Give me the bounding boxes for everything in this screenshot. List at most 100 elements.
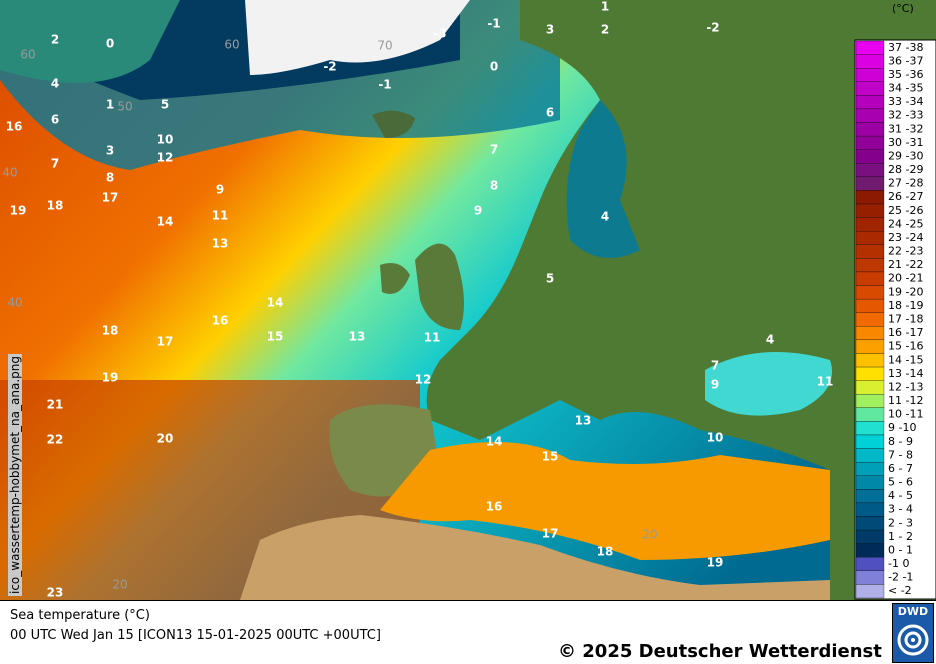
temperature-label: 16 [6, 120, 23, 134]
legend-label: 11 -12 [888, 394, 923, 407]
legend-label: 33 -34 [888, 95, 923, 108]
legend-label: 13 -14 [888, 367, 923, 380]
temperature-label: 23 [47, 586, 64, 600]
temperature-label: 18 [47, 199, 64, 213]
legend-swatch [855, 529, 885, 544]
legend-swatch [855, 434, 885, 449]
temperature-label: 12 [415, 373, 432, 387]
temperature-label: 4 [601, 210, 609, 224]
temperature-label: 0 [106, 37, 114, 51]
temperature-label: 11 [817, 375, 834, 389]
footer: Sea temperature (°C) 00 UTC Wed Jan 15 [… [0, 600, 936, 664]
legend-swatch [855, 231, 885, 245]
legend-swatch [855, 421, 885, 436]
legend-label: 3 - 4 [888, 503, 913, 516]
temperature-label: 19 [102, 371, 119, 385]
legend-swatch [855, 40, 885, 55]
legend-swatch [855, 584, 885, 599]
temperature-label: 6 [51, 113, 59, 127]
legend-label: 14 -15 [888, 353, 923, 366]
legend-label: 18 -19 [888, 299, 923, 312]
temperature-label: 17 [102, 191, 119, 205]
temperature-label: -3 [433, 27, 446, 41]
temperature-label: 2 [51, 33, 59, 47]
legend-label: 31 -32 [888, 122, 923, 135]
logo: DWD [892, 603, 934, 663]
temperature-label: 9 [474, 204, 482, 218]
temperature-label: -1 [378, 78, 391, 92]
temperature-label: 16 [486, 500, 503, 514]
legend-label: 7 - 8 [888, 448, 913, 461]
temperature-label: -1 [487, 17, 500, 31]
legend-swatch [855, 108, 885, 123]
legend-swatch [855, 122, 885, 137]
iceland [372, 110, 415, 138]
run-info: 00 UTC Wed Jan 15 [ICON13 15-01-2025 00U… [10, 628, 381, 643]
legend-swatch [855, 407, 885, 422]
legend-swatch [855, 312, 885, 327]
temperature-label: 18 [102, 324, 119, 338]
temperature-label: 6 [546, 106, 554, 120]
legend-label: 35 -36 [888, 68, 923, 81]
legend-swatch [855, 326, 885, 341]
legend-swatch [855, 95, 885, 110]
graticule-label: 20 [112, 578, 127, 592]
temperature-label: 3 [106, 144, 114, 158]
legend-label: 22 -23 [888, 245, 923, 258]
legend-swatch [855, 380, 885, 395]
temperature-label: 15 [542, 450, 559, 464]
legend-swatch [855, 489, 885, 504]
temperature-label: 8 [490, 179, 498, 193]
temperature-label: 13 [575, 414, 592, 428]
temperature-label: -2 [706, 21, 719, 35]
legend-swatch [855, 135, 885, 150]
legend-swatch [855, 176, 885, 191]
temperature-label: 9 [216, 183, 224, 197]
legend-swatch [855, 258, 885, 273]
legend-label: -1 0 [888, 557, 909, 570]
copyright: © 2025 Deutscher Wetterdienst [558, 641, 882, 662]
temperature-label: 14 [267, 296, 284, 310]
logo-text: DWD [897, 605, 929, 618]
legend-label: 24 -25 [888, 217, 923, 230]
legend-swatch [855, 81, 885, 96]
temperature-label: 4 [766, 333, 774, 347]
file-name: ico_wassertemp-hobbymet_na_ana.png [8, 354, 22, 596]
temperature-label: 22 [47, 433, 64, 447]
temperature-label: 5 [546, 272, 554, 286]
temperature-label: 8 [106, 171, 114, 185]
legend-swatch [855, 244, 885, 259]
legend-label: 8 - 9 [888, 435, 913, 448]
legend-label: 15 -16 [888, 340, 923, 353]
legend-swatch [855, 475, 885, 490]
legend-swatch [855, 217, 885, 232]
legend-label: 19 -20 [888, 285, 923, 298]
temperature-label: 9 [711, 378, 719, 392]
legend-label: 9 -10 [888, 421, 916, 434]
legend-label: 12 -13 [888, 380, 923, 393]
temperature-label: 16 [212, 314, 229, 328]
graticule-label: 70 [377, 39, 392, 53]
logo-icon [897, 624, 929, 656]
temperature-label: 1 [601, 0, 609, 14]
graticule-label: 40 [2, 166, 17, 180]
graticule-label: 50 [117, 100, 132, 114]
temperature-label: 7 [711, 359, 719, 373]
graticule-label: 60 [20, 48, 35, 62]
legend-label: 27 -28 [888, 177, 923, 190]
legend-swatch [855, 298, 885, 313]
canada-land [0, 0, 180, 83]
temperature-label: 14 [157, 215, 174, 229]
temperature-label: 18 [597, 545, 614, 559]
ireland-land [380, 262, 410, 294]
legend-swatch [855, 394, 885, 408]
greenland [245, 0, 470, 75]
legend-label: 0 - 1 [888, 543, 913, 556]
legend-swatch [855, 149, 885, 164]
temperature-label: 1 [106, 98, 114, 112]
legend-label: 2 - 3 [888, 516, 913, 529]
temperature-label: 4 [51, 77, 59, 91]
legend-label: 25 -26 [888, 204, 923, 217]
black-sea [705, 352, 832, 416]
